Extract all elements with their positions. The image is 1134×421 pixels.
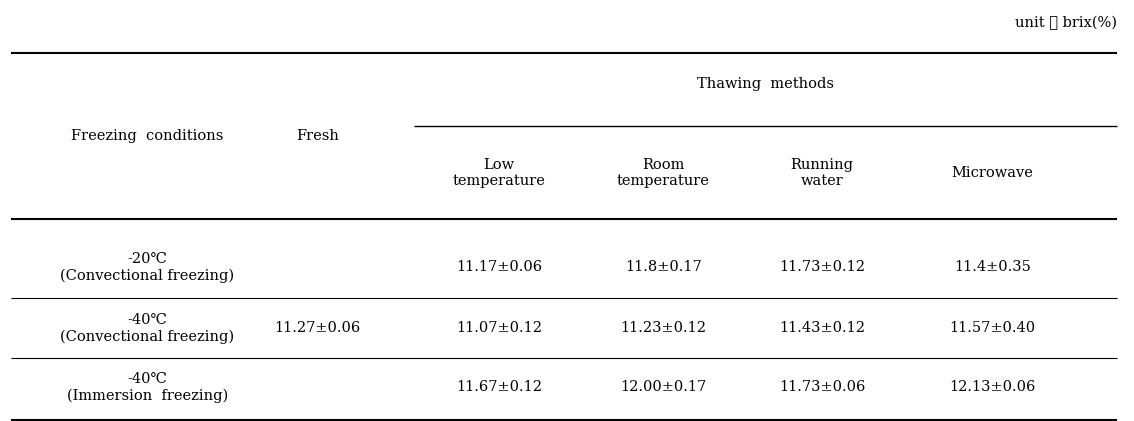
Text: 11.73±0.06: 11.73±0.06 xyxy=(779,380,865,394)
Text: -40℃
(Immersion  freezing): -40℃ (Immersion freezing) xyxy=(67,372,228,402)
Text: Fresh: Fresh xyxy=(296,129,339,143)
Text: 11.73±0.12: 11.73±0.12 xyxy=(779,260,865,274)
Text: Room
temperature: Room temperature xyxy=(617,157,710,188)
Text: 11.07±0.12: 11.07±0.12 xyxy=(456,321,542,336)
Text: 11.4±0.35: 11.4±0.35 xyxy=(954,260,1031,274)
Text: 12.13±0.06: 12.13±0.06 xyxy=(949,380,1035,394)
Text: unit ： brix(%): unit ： brix(%) xyxy=(1015,16,1117,30)
Text: 11.27±0.06: 11.27±0.06 xyxy=(274,321,361,336)
Text: 11.43±0.12: 11.43±0.12 xyxy=(779,321,865,336)
Text: -20℃
(Convectional freezing): -20℃ (Convectional freezing) xyxy=(60,252,235,282)
Text: Microwave: Microwave xyxy=(951,165,1033,180)
Text: Freezing  conditions: Freezing conditions xyxy=(71,129,223,143)
Text: 11.57±0.40: 11.57±0.40 xyxy=(949,321,1035,336)
Text: -40℃
(Convectional freezing): -40℃ (Convectional freezing) xyxy=(60,313,235,344)
Text: 11.23±0.12: 11.23±0.12 xyxy=(620,321,706,336)
Text: Running
water: Running water xyxy=(790,157,854,188)
Text: 11.67±0.12: 11.67±0.12 xyxy=(456,380,542,394)
Text: Low
temperature: Low temperature xyxy=(452,157,545,188)
Text: Thawing  methods: Thawing methods xyxy=(697,77,833,91)
Text: 12.00±0.17: 12.00±0.17 xyxy=(620,380,706,394)
Text: 11.8±0.17: 11.8±0.17 xyxy=(625,260,702,274)
Text: 11.17±0.06: 11.17±0.06 xyxy=(456,260,542,274)
